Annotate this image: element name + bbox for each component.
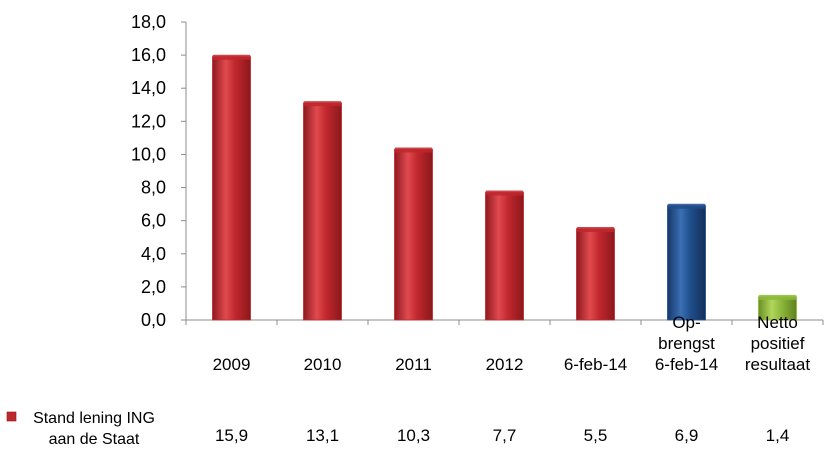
y-tick-label: 8,0 [141, 178, 166, 198]
x-category-line: brengst [658, 334, 715, 353]
bar-cap [394, 147, 433, 153]
bar-group [758, 294, 797, 321]
bar-group [303, 101, 342, 321]
bar [667, 205, 706, 321]
bar-group [212, 54, 251, 321]
bar-group [394, 147, 433, 321]
bar-group [576, 226, 615, 321]
y-tick-label: 14,0 [131, 78, 166, 98]
x-category-line: Netto [757, 313, 798, 332]
x-category-line: positief [751, 334, 805, 353]
x-category-line: 2009 [213, 355, 251, 374]
data-value-label: 1,4 [766, 426, 790, 445]
y-tick-label: 0,0 [141, 310, 166, 330]
legend-series-name-line: Stand lening ING [33, 410, 155, 427]
y-tick-label: 10,0 [131, 144, 166, 164]
x-category-line: Op- [672, 313, 700, 332]
bar [394, 149, 433, 321]
legend-series-name: Stand lening ING aan de Staat [33, 410, 155, 448]
bars [212, 54, 797, 321]
data-value-label: 7,7 [493, 426, 517, 445]
bar-cap [667, 203, 706, 209]
bar [303, 102, 342, 321]
bar-cap [758, 294, 797, 300]
x-category-line: 6-feb-14 [564, 355, 627, 374]
bar-cap [485, 190, 524, 196]
legend-series-name-line: aan de Staat [49, 431, 140, 448]
bar [212, 56, 251, 321]
x-category-line: 2012 [486, 355, 524, 374]
x-category-label: 2010 [304, 355, 342, 374]
data-value-label: 15,9 [215, 426, 248, 445]
data-value-label: 13,1 [306, 426, 339, 445]
data-value-label: 6,9 [675, 426, 699, 445]
y-tick-label: 6,0 [141, 211, 166, 231]
x-category-label: 6-feb-14 [564, 355, 627, 374]
bar-group [667, 203, 706, 321]
labels: 0,0 2,0 4,0 6,0 8,0 10,0 12,0 14,0 16,0 18,0 2009 2… [6, 12, 810, 448]
bar-cap [212, 54, 251, 60]
x-category-label: 2011 [395, 355, 432, 374]
data-value-label: 10,3 [397, 426, 430, 445]
legend-swatch [6, 411, 17, 422]
x-category-line: 2010 [304, 355, 342, 374]
x-category-line: resultaat [745, 355, 810, 374]
x-category-label: 2012 [486, 355, 524, 374]
y-tick-label: 16,0 [131, 45, 166, 65]
data-value-label: 5,5 [584, 426, 608, 445]
y-tick-label: 2,0 [141, 277, 166, 297]
bar [485, 192, 524, 321]
bar-group [485, 190, 524, 321]
bar-cap [576, 226, 615, 232]
x-category-line: 6-feb-14 [655, 355, 718, 374]
bar-cap [303, 101, 342, 107]
x-category-label: 2009 [213, 355, 251, 374]
y-tick-label: 4,0 [141, 244, 166, 264]
x-category-label: Netto positief resultaat [745, 313, 810, 374]
bar [576, 228, 615, 321]
x-category-line: 2011 [395, 355, 432, 374]
y-tick-label: 18,0 [131, 12, 166, 32]
y-tick-label: 12,0 [131, 111, 166, 131]
x-category-label: Op-brengst 6-feb-14 [655, 313, 718, 374]
